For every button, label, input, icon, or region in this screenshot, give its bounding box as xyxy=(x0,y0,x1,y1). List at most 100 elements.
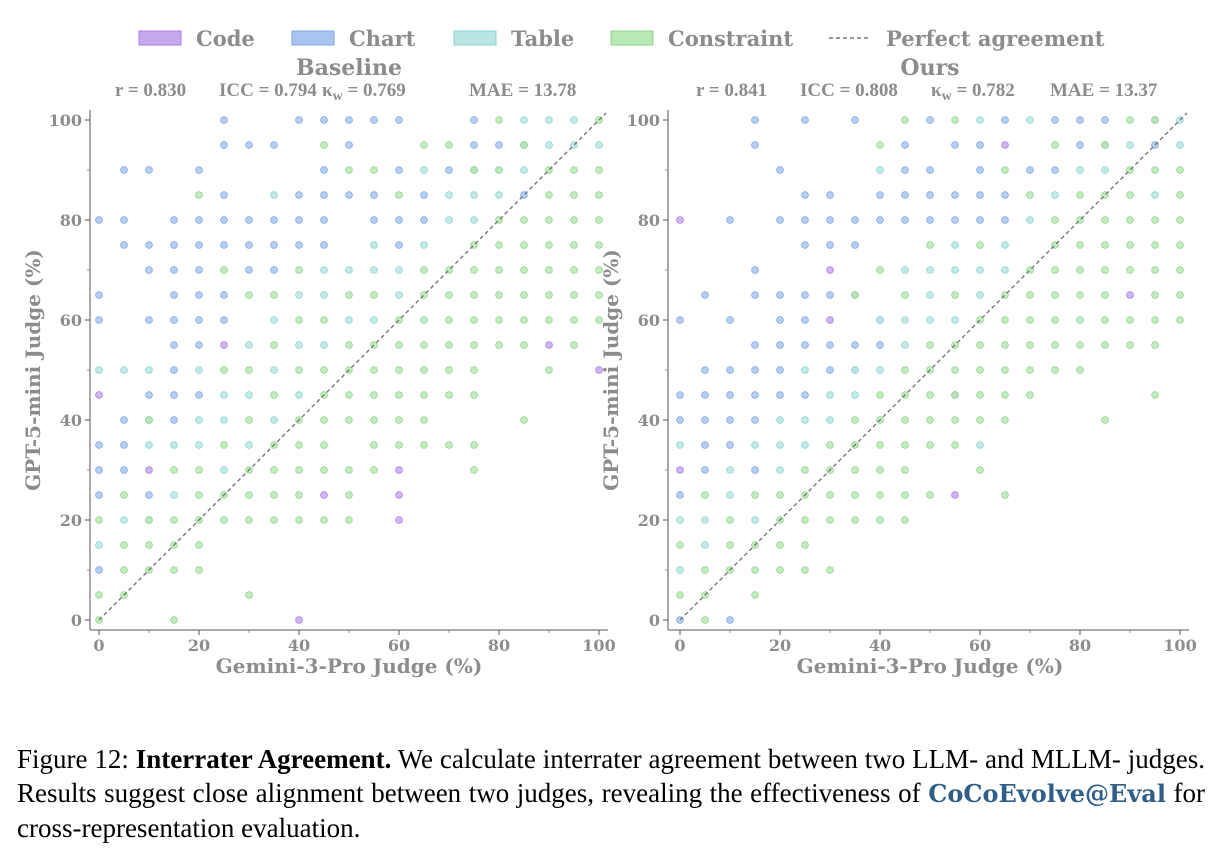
point-chart xyxy=(901,191,909,199)
point-constraint xyxy=(420,141,428,149)
point-constraint xyxy=(1051,316,1059,324)
point-constraint xyxy=(520,216,528,224)
point-constraint xyxy=(926,441,934,449)
point-chart xyxy=(345,191,353,199)
caption-link[interactable]: CoCoEvolve@Eval xyxy=(928,779,1166,808)
stat-icc: ICC = 0.794 xyxy=(219,80,317,101)
point-code xyxy=(1126,291,1134,299)
point-table xyxy=(370,241,378,249)
point-chart xyxy=(826,341,834,349)
point-constraint xyxy=(445,291,453,299)
point-constraint xyxy=(545,241,553,249)
point-chart xyxy=(295,191,303,199)
point-table xyxy=(320,266,328,274)
point-chart xyxy=(220,316,228,324)
point-constraint xyxy=(495,341,503,349)
point-chart xyxy=(726,441,734,449)
stat-kappa-subscript: w xyxy=(942,89,953,104)
point-constraint xyxy=(901,416,909,424)
point-chart xyxy=(1001,116,1009,124)
point-table xyxy=(145,441,153,449)
point-constraint xyxy=(976,466,984,474)
point-table xyxy=(976,441,984,449)
y-tick-label: 60 xyxy=(60,311,82,330)
point-constraint xyxy=(445,141,453,149)
point-constraint xyxy=(495,166,503,174)
point-constraint xyxy=(495,316,503,324)
point-chart xyxy=(701,391,709,399)
point-chart xyxy=(120,241,128,249)
point-table xyxy=(295,291,303,299)
point-chart xyxy=(851,216,859,224)
point-constraint xyxy=(545,216,553,224)
point-code xyxy=(320,491,328,499)
stat-kappa: κw = 0.782 xyxy=(931,80,1015,104)
point-table xyxy=(295,391,303,399)
point-chart xyxy=(220,191,228,199)
series-table xyxy=(676,116,1184,574)
point-constraint xyxy=(876,141,884,149)
legend-swatch xyxy=(453,30,497,46)
point-code xyxy=(395,491,403,499)
point-constraint xyxy=(851,516,859,524)
point-chart xyxy=(726,216,734,224)
point-constraint xyxy=(570,166,578,174)
point-constraint xyxy=(1001,316,1009,324)
point-chart xyxy=(1051,166,1059,174)
point-constraint xyxy=(701,566,709,574)
point-chart xyxy=(776,291,784,299)
point-constraint xyxy=(951,391,959,399)
point-constraint xyxy=(395,341,403,349)
point-constraint xyxy=(120,491,128,499)
point-constraint xyxy=(776,541,784,549)
point-constraint xyxy=(120,541,128,549)
point-chart xyxy=(120,216,128,224)
legend-label: Constraint xyxy=(668,26,793,51)
legend-item-table: Table xyxy=(453,26,574,51)
point-constraint xyxy=(545,291,553,299)
figure: Code Chart Table Constraint Perfect agreemen… xyxy=(21,26,1197,678)
point-chart xyxy=(801,116,809,124)
point-constraint xyxy=(951,291,959,299)
y-tick-label: 80 xyxy=(638,211,660,230)
point-chart xyxy=(95,491,103,499)
point-constraint xyxy=(1101,141,1109,149)
point-constraint xyxy=(1026,341,1034,349)
point-table xyxy=(951,316,959,324)
point-constraint xyxy=(520,141,528,149)
point-chart xyxy=(170,266,178,274)
point-table xyxy=(120,516,128,524)
point-table xyxy=(851,391,859,399)
point-constraint xyxy=(1126,316,1134,324)
y-tick-label: 20 xyxy=(638,511,660,530)
point-chart xyxy=(420,191,428,199)
point-constraint xyxy=(470,391,478,399)
point-table xyxy=(595,141,603,149)
point-chart xyxy=(345,141,353,149)
point-chart xyxy=(751,116,759,124)
point-chart xyxy=(801,391,809,399)
point-table xyxy=(901,341,909,349)
point-table xyxy=(976,116,984,124)
point-constraint xyxy=(570,341,578,349)
point-constraint xyxy=(195,191,203,199)
point-table xyxy=(545,116,553,124)
stat-r: r = 0.830 xyxy=(115,80,186,101)
point-table xyxy=(1001,241,1009,249)
point-table xyxy=(776,441,784,449)
x-tick-label: 100 xyxy=(582,636,615,655)
point-constraint xyxy=(470,366,478,374)
point-chart xyxy=(976,141,984,149)
point-constraint xyxy=(876,516,884,524)
x-tick-label: 40 xyxy=(288,636,310,655)
point-chart xyxy=(95,216,103,224)
point-table xyxy=(851,366,859,374)
x-tick-label: 40 xyxy=(869,636,891,655)
point-constraint xyxy=(595,291,603,299)
point-constraint xyxy=(420,266,428,274)
point-constraint xyxy=(245,366,253,374)
point-table xyxy=(270,416,278,424)
point-constraint xyxy=(801,541,809,549)
point-chart xyxy=(145,266,153,274)
point-code xyxy=(826,316,834,324)
